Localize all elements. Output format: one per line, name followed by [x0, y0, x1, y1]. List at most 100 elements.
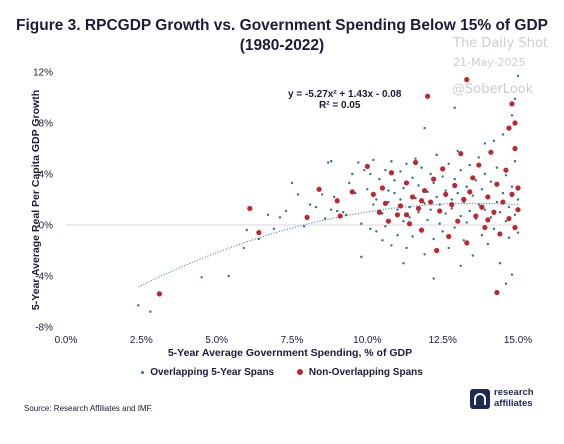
data-point-overlapping [489, 180, 493, 183]
data-point-overlapping [516, 74, 520, 78]
x-axis-label: 5-Year Average Government Spending, % of… [168, 347, 412, 359]
data-point-overlapping [399, 198, 402, 201]
data-point-non-overlapping [512, 145, 518, 152]
data-point-non-overlapping [458, 151, 464, 157]
data-point-non-overlapping [256, 230, 262, 236]
data-point-overlapping [510, 114, 514, 117]
data-point-overlapping [417, 184, 420, 187]
data-point-overlapping [504, 282, 508, 285]
data-point-overlapping [375, 230, 378, 233]
data-point-non-overlapping [431, 176, 437, 182]
data-point-non-overlapping [397, 203, 404, 209]
data-point-overlapping [504, 174, 508, 177]
data-point-overlapping [348, 181, 351, 185]
data-point-non-overlapping [370, 191, 376, 197]
data-point-overlapping [372, 158, 375, 162]
data-point-overlapping [459, 214, 462, 218]
data-point-non-overlapping [470, 175, 476, 181]
data-point-overlapping [314, 205, 318, 209]
data-point-overlapping [429, 208, 432, 211]
data-point-overlapping [242, 246, 245, 250]
data-point-overlapping [429, 172, 432, 176]
data-point-non-overlapping [509, 101, 515, 107]
data-point-overlapping [381, 239, 384, 242]
data-point-overlapping [471, 254, 474, 257]
data-point-overlapping [438, 203, 441, 206]
data-point-non-overlapping [418, 227, 425, 233]
y-axis-label: 5-Year Average Real Per Capita GDP Growt… [30, 90, 42, 310]
data-point-overlapping [504, 219, 508, 223]
data-point-overlapping [378, 177, 381, 181]
research-affiliates-logo: research affiliates [470, 387, 550, 415]
y-tick-label: -8% [35, 323, 53, 334]
x-tick-label: 10.0% [353, 335, 381, 346]
data-point-overlapping [320, 193, 324, 196]
data-point-non-overlapping [364, 163, 370, 169]
data-point-overlapping [495, 166, 499, 169]
data-point-overlapping [432, 277, 435, 280]
data-point-overlapping [357, 161, 360, 164]
chart-axes: 0.0% 2.5% 5.0% 7.5% 10.0% 12.5% 15.0% 12% 8% 4% 0%… [33, 68, 532, 347]
data-point-overlapping [453, 226, 456, 229]
data-point-overlapping [342, 211, 345, 214]
data-point-overlapping [296, 193, 300, 196]
x-tick-label: 7.5% [281, 335, 304, 346]
data-point-non-overlapping [506, 125, 512, 131]
data-point-overlapping [290, 181, 294, 185]
data-point-overlapping [375, 198, 378, 201]
data-point-overlapping [266, 213, 270, 216]
data-point-overlapping [402, 186, 405, 190]
data-point-non-overlapping [500, 199, 506, 205]
data-point-overlapping [510, 273, 514, 276]
data-point-overlapping [420, 166, 423, 169]
data-point-overlapping [402, 219, 405, 223]
data-point-non-overlapping [494, 289, 500, 296]
data-point-non-overlapping [406, 221, 413, 227]
data-point-non-overlapping [485, 194, 491, 200]
data-point-non-overlapping [440, 166, 446, 172]
data-point-non-overlapping [512, 120, 518, 126]
data-point-overlapping [498, 211, 502, 214]
data-point-overlapping [323, 217, 327, 220]
data-point-overlapping [468, 163, 471, 167]
data-point-overlapping [272, 227, 276, 231]
data-point-non-overlapping [494, 181, 500, 187]
data-point-overlapping [366, 188, 369, 191]
data-point-overlapping [360, 222, 363, 225]
data-point-overlapping [360, 255, 363, 259]
data-point-non-overlapping [449, 202, 455, 208]
data-point-overlapping [450, 207, 453, 210]
watermark-date: 21-May-2025 [453, 56, 526, 69]
logo-text-line2: affiliates [494, 398, 533, 409]
data-point-overlapping [329, 160, 333, 163]
data-point-overlapping [351, 172, 354, 176]
data-point-overlapping [278, 216, 282, 219]
data-point-non-overlapping [515, 185, 521, 191]
data-point-overlapping [396, 208, 399, 211]
data-point-overlapping [513, 213, 517, 216]
x-tick-label: 0.0% [55, 335, 78, 346]
data-point-overlapping [441, 175, 444, 178]
data-point-overlapping [396, 234, 399, 237]
data-point-non-overlapping [482, 224, 488, 231]
data-point-overlapping [459, 168, 462, 172]
data-point-non-overlapping [316, 186, 322, 192]
logo-text: research affiliates [494, 387, 534, 409]
data-point-overlapping [453, 177, 456, 181]
data-point-overlapping [477, 203, 481, 206]
data-point-overlapping [257, 237, 261, 241]
chart-title: Figure 3. RPCGDP Growth vs. Government S… [0, 16, 564, 56]
data-point-non-overlapping [425, 93, 431, 99]
source-note: Source: Research Affiliates and IMF. [24, 404, 153, 413]
data-point-non-overlapping [304, 214, 310, 220]
data-point-overlapping [441, 230, 444, 233]
data-point-overlapping [402, 262, 405, 265]
data-point-overlapping [149, 310, 152, 313]
data-point-overlapping [483, 172, 487, 176]
data-point-overlapping [432, 181, 435, 185]
data-point-overlapping [393, 179, 396, 182]
logo-mark-icon [470, 389, 490, 409]
data-point-overlapping [471, 194, 474, 197]
y-tick-label: 12% [33, 68, 53, 79]
